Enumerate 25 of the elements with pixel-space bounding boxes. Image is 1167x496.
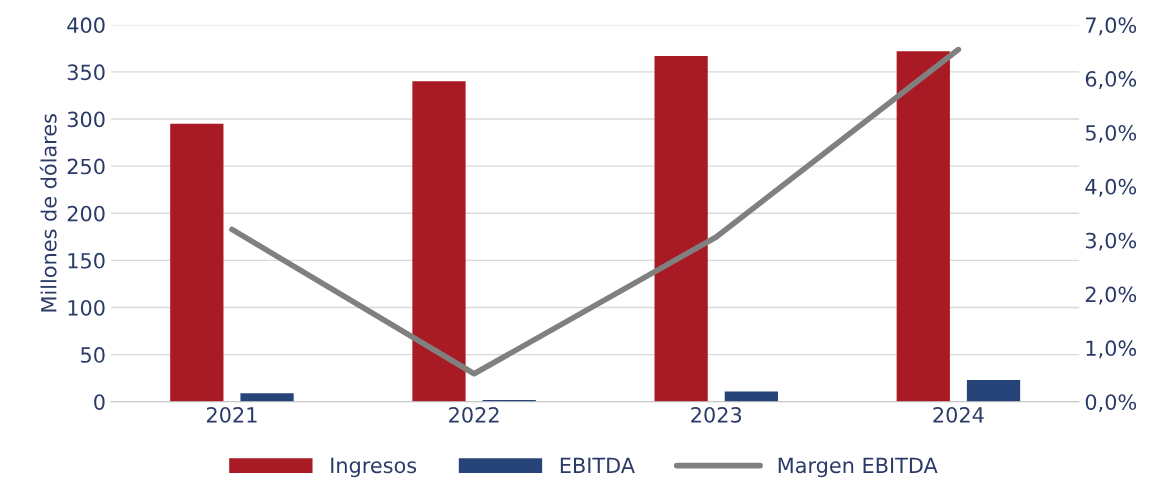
y2-tick-label: 2,0% [1085,286,1137,305]
y2-tick-label: 6,0% [1085,71,1137,89]
legend-label: Ingresos [331,457,417,478]
y-tick-label: 300 [67,111,105,128]
y2-tick-label: 7,0% [1086,17,1137,36]
y-axis-title: Millones de dólares [39,114,57,312]
y-tick-label: 0 [94,394,105,410]
x-tick-label: 2024 [933,406,984,423]
legend-label: EBITDA [560,457,635,473]
y-tick-label: 250 [67,158,105,175]
y-tick-label: 50 [81,347,105,363]
y2-tick-label: 3,0% [1085,232,1137,251]
y2-tick-label: 5,0% [1085,124,1137,143]
y2-tick-label: 1,0% [1086,340,1137,359]
x-tick-label: 2022 [449,406,499,423]
x-tick-label: 2023 [691,406,742,423]
y-tick-label: 150 [68,252,105,269]
y2-tick-label: 4,0% [1085,178,1137,197]
y2-tick-label: 0,0% [1085,394,1137,413]
y-tick-label: 350 [67,64,105,81]
y-tick-label: 200 [67,205,105,222]
x-tick-label: 2021 [206,406,257,423]
y-tick-label: 400 [67,17,105,34]
y-tick-label: 100 [68,299,105,316]
legend-label: Margen EBITDA [778,457,938,478]
